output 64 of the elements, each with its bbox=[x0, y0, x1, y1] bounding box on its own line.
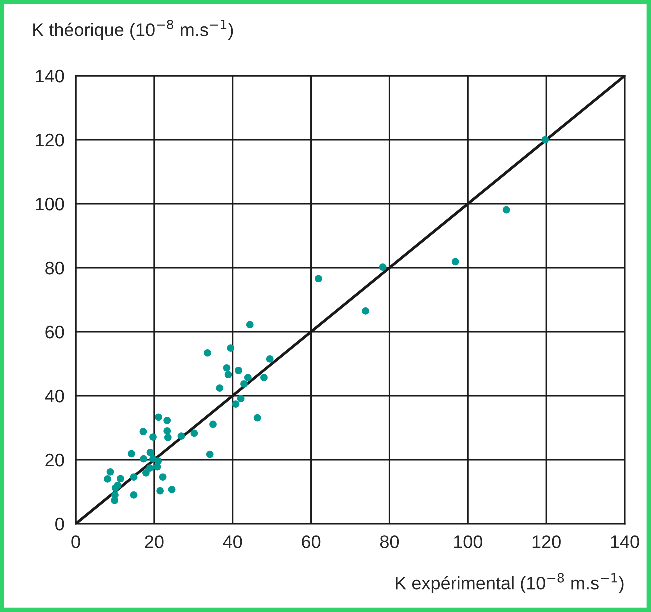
point bbox=[164, 416, 172, 424]
point bbox=[542, 136, 550, 144]
point bbox=[168, 486, 176, 494]
y-tick-label: 140 bbox=[36, 70, 64, 83]
point bbox=[237, 395, 245, 403]
point bbox=[112, 484, 120, 492]
point bbox=[140, 455, 148, 463]
point bbox=[227, 344, 235, 352]
x-tick-label: 140 bbox=[611, 536, 640, 548]
point bbox=[106, 468, 114, 476]
y-axis-title: K théorique (10$^{−8}$ m.s$^{−1}$) bbox=[34, 20, 234, 40]
x-tick-label: 120 bbox=[532, 536, 561, 548]
point bbox=[362, 308, 370, 315]
point bbox=[216, 384, 224, 392]
x-tick-label: 80 bbox=[380, 536, 400, 548]
y-tick-label: 60 bbox=[46, 326, 64, 339]
point bbox=[204, 349, 212, 357]
y-tick-label: 120 bbox=[36, 134, 64, 147]
point bbox=[104, 476, 112, 483]
point bbox=[210, 420, 217, 428]
point bbox=[140, 428, 148, 436]
point bbox=[235, 367, 242, 374]
y-tick-label: 20 bbox=[46, 454, 64, 467]
point bbox=[156, 487, 164, 495]
x-tick-label: 60 bbox=[302, 536, 321, 548]
point bbox=[111, 496, 118, 504]
point bbox=[379, 264, 387, 272]
point bbox=[142, 469, 150, 477]
y-tick-label: 100 bbox=[36, 198, 64, 211]
point bbox=[260, 374, 268, 382]
point bbox=[154, 463, 162, 471]
y-tick-label: 40 bbox=[45, 390, 64, 403]
point bbox=[155, 414, 162, 422]
point bbox=[146, 448, 154, 456]
point bbox=[190, 430, 198, 438]
point bbox=[206, 450, 214, 458]
point bbox=[246, 321, 254, 329]
x-tick-label: 40 bbox=[223, 536, 242, 548]
point bbox=[223, 364, 231, 372]
point bbox=[146, 464, 154, 472]
y-tick-label: 80 bbox=[46, 262, 64, 275]
point bbox=[315, 275, 322, 283]
point bbox=[502, 206, 510, 214]
point bbox=[178, 432, 186, 440]
point bbox=[452, 258, 460, 266]
point bbox=[164, 434, 172, 442]
point bbox=[117, 475, 124, 483]
point bbox=[130, 474, 138, 481]
point bbox=[266, 356, 274, 363]
point bbox=[164, 428, 172, 435]
point bbox=[224, 371, 232, 379]
point bbox=[128, 450, 136, 458]
x-axis-title: K expérimental (10$^{−8}$ m.s$^{−1}$) bbox=[396, 573, 624, 594]
x-tick-label: 20 bbox=[145, 536, 164, 548]
point bbox=[130, 492, 138, 499]
y-tick-label: 0 bbox=[56, 518, 64, 531]
point bbox=[244, 374, 252, 382]
x-tick-label: 0 bbox=[72, 536, 80, 548]
point bbox=[159, 474, 167, 481]
point bbox=[240, 380, 248, 388]
x-tick-label: 100 bbox=[454, 536, 482, 548]
point bbox=[232, 400, 240, 408]
point bbox=[150, 434, 157, 441]
point bbox=[254, 414, 262, 422]
